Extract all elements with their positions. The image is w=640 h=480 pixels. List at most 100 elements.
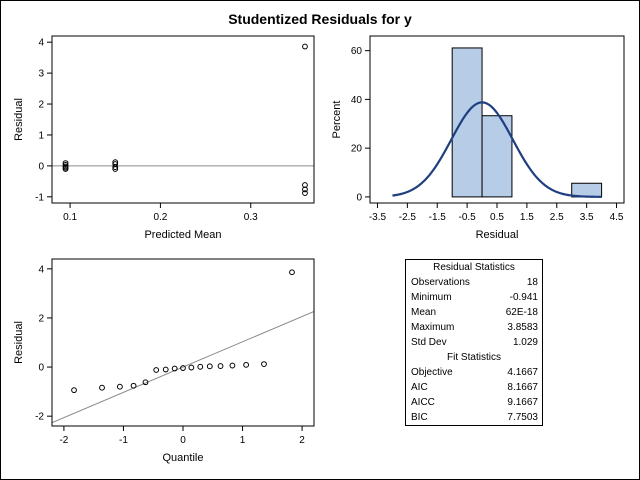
data-point <box>302 43 308 50</box>
stats-label: Observations <box>411 277 470 288</box>
y-tick-label: 1 <box>38 130 44 141</box>
fit-statistics-header: Fit Statistics <box>447 352 501 363</box>
qq-reference-line <box>52 311 314 424</box>
data-point <box>112 164 119 171</box>
x-tick-label: -1.5 <box>429 212 447 223</box>
stats-value: 1.029 <box>512 337 538 348</box>
x-tick-label: 0 <box>180 435 186 446</box>
stats-value: 62E-18 <box>505 307 538 318</box>
data-point <box>116 383 123 390</box>
x-tick-label: 0.5 <box>490 212 504 223</box>
y-axis-label: Percent <box>331 101 343 139</box>
y-tick-label: 4 <box>38 38 44 49</box>
y-tick-label: -2 <box>35 412 44 423</box>
x-tick-label: 3.5 <box>580 212 594 223</box>
stats-row: Objective 4.1667 <box>406 365 542 380</box>
data-point <box>229 362 236 369</box>
x-tick-label: 4.5 <box>610 212 624 223</box>
x-tick-label: -2.5 <box>399 212 417 223</box>
stats-row: Std Dev 1.029 <box>406 335 542 350</box>
residual-statistics-header: Residual Statistics <box>433 262 515 273</box>
data-point <box>62 166 69 172</box>
stats-label: Mean <box>411 307 437 318</box>
y-tick-label: 2 <box>38 100 44 111</box>
data-point <box>217 363 224 369</box>
data-point <box>99 384 105 391</box>
x-tick-label: 2 <box>299 435 305 446</box>
x-tick-label: 0.1 <box>63 212 77 223</box>
plot-frame <box>51 258 315 427</box>
stats-value: 18 <box>526 277 538 288</box>
stats-value: 9.1667 <box>507 397 538 408</box>
stats-value: 7.7503 <box>507 412 538 423</box>
data-point <box>206 363 213 370</box>
x-tick-label: -2 <box>59 435 68 446</box>
stats-value: 8.1667 <box>507 382 538 393</box>
data-point <box>188 364 195 371</box>
data-point <box>243 361 250 368</box>
x-tick-label: -0.5 <box>459 212 477 223</box>
x-tick-label: 2.5 <box>550 212 564 223</box>
y-tick-label: 40 <box>351 95 363 106</box>
data-point <box>71 387 77 394</box>
y-axis-label: Residual <box>13 321 25 364</box>
normal-density-curve <box>392 101 602 198</box>
histogram-bar <box>451 47 483 198</box>
y-axis-label: Residual <box>13 98 25 141</box>
x-tick-label: 1 <box>240 435 246 446</box>
x-tick-label: -1 <box>119 435 128 446</box>
x-axis-label: Quantile <box>163 452 204 464</box>
stats-value: -0.941 <box>509 292 538 303</box>
data-point <box>180 365 186 371</box>
stats-row: Mean 62E-18 <box>406 305 542 320</box>
residual-statistics-rows: Observations 18 Minimum -0.941 Mean 62E-18 Max… <box>406 275 542 350</box>
stats-row: Minimum -0.941 <box>406 290 542 305</box>
stats-label: Std Dev <box>411 337 447 348</box>
stats-value: 4.1667 <box>507 367 538 378</box>
data-point <box>112 166 119 172</box>
data-point <box>162 366 169 373</box>
x-tick-label: 1.5 <box>520 212 534 223</box>
data-point <box>302 190 308 197</box>
stats-row: AIC 8.1667 <box>406 380 542 395</box>
x-axis-label: Residual <box>476 229 519 241</box>
y-tick-label: -1 <box>35 192 44 203</box>
stats-row: AICC 9.1667 <box>406 395 542 410</box>
stats-label: Minimum <box>411 292 452 303</box>
stats-value: 3.8583 <box>507 322 538 333</box>
stats-label: AIC <box>411 382 428 393</box>
stats-label: Maximum <box>411 322 455 333</box>
stats-row: Observations 18 <box>406 275 542 290</box>
y-tick-label: 2 <box>38 313 44 324</box>
data-point <box>130 382 137 389</box>
y-tick-label: 0 <box>38 161 44 172</box>
x-axis-label: Predicted Mean <box>144 229 221 241</box>
data-point <box>197 363 204 370</box>
data-point <box>153 367 160 373</box>
data-point <box>289 269 295 276</box>
plot-frame <box>51 35 315 204</box>
histogram-bar <box>571 182 603 198</box>
y-tick-label: 0 <box>38 363 44 374</box>
data-point <box>302 186 308 193</box>
x-tick-label: -3.5 <box>369 212 387 223</box>
x-tick-label: 0.2 <box>153 212 167 223</box>
data-point <box>142 379 149 386</box>
y-tick-label: 20 <box>351 144 363 155</box>
figure-title: Studentized Residuals for y <box>228 11 412 27</box>
y-tick-label: 0 <box>356 192 362 203</box>
data-point <box>261 361 267 368</box>
x-tick-label: 0.3 <box>244 212 258 223</box>
y-tick-label: 4 <box>38 264 44 275</box>
data-point <box>171 365 178 372</box>
stats-row: Maximum 3.8583 <box>406 320 542 335</box>
fit-statistics-rows: Objective 4.1667 AIC 8.1667 AICC 9.1667 BIC 7.7… <box>406 365 542 425</box>
stats-label: AICC <box>411 397 435 408</box>
y-tick-label: 60 <box>351 46 363 57</box>
residual-statistics-table: Residual Statistics Observations 18 Minimu… <box>405 259 543 426</box>
stats-label: BIC <box>411 412 428 423</box>
y-tick-label: 3 <box>38 69 44 80</box>
stats-label: Objective <box>411 367 453 378</box>
